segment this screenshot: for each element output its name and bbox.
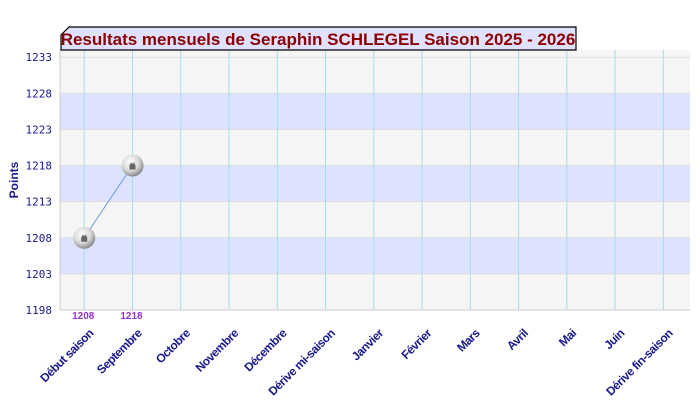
title-frame [60, 26, 577, 51]
x-tick-label: Septembre [94, 326, 145, 377]
x-tick-label: Avril [504, 326, 531, 353]
x-tick-label: Janvier [349, 326, 387, 364]
y-tick-label: 1198 [26, 304, 53, 317]
x-tick-label: Octobre [153, 326, 194, 367]
y-tick-label: 1228 [26, 87, 53, 100]
data-point-emblem-icon [129, 162, 136, 170]
series-line [83, 165, 133, 239]
data-label: 1218 [120, 311, 143, 322]
y-tick-label: 1208 [26, 232, 53, 245]
data-label: 1208 [72, 311, 95, 322]
y-band [60, 165, 690, 202]
x-tick-label: Mai [556, 326, 579, 349]
x-tick-label: Février [398, 326, 434, 362]
y-tick-label: 1218 [26, 160, 53, 173]
y-tick-label: 1223 [26, 123, 53, 136]
x-tick-label: Décembre [241, 326, 290, 375]
y-band [60, 93, 690, 130]
plot-area: 1198 1203 1208 1213 1218 1223 1228 1233 Début sa… [26, 50, 690, 398]
x-tick-label: Novembre [193, 326, 242, 375]
title-box: Resultats mensuels de Seraphin SCHLEGEL … [60, 26, 577, 51]
x-tick-label: Début saison [37, 326, 96, 385]
x-tick-label: Mars [454, 326, 483, 355]
y-axis-label: Points [7, 161, 21, 198]
x-tick-label: Juin [601, 326, 627, 352]
y-tick-label: 1203 [26, 268, 53, 281]
y-tick-label: 1213 [26, 196, 53, 209]
chart-title: Resultats mensuels de Seraphin SCHLEGEL … [61, 30, 576, 49]
y-tick-label: 1233 [26, 51, 53, 64]
data-point-emblem-icon [81, 234, 88, 242]
y-band [60, 237, 690, 274]
